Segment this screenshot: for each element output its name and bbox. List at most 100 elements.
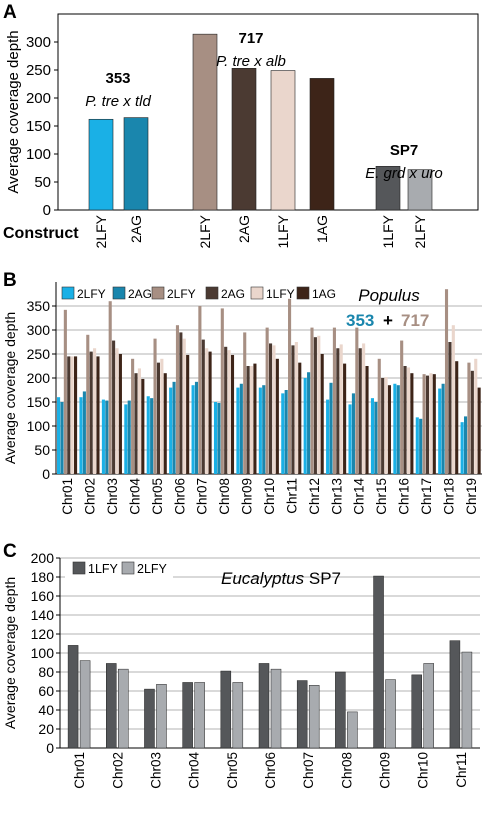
bar-Chr15-series4: [381, 378, 385, 474]
bar-Chr19-series1: [460, 422, 464, 474]
bar-Chr12-series1: [303, 378, 307, 474]
x-tick-label: 2LFY: [412, 214, 428, 248]
bar-Chr11-1LFY: [449, 640, 461, 749]
bar-Chr16-series1: [393, 383, 397, 474]
legend-label: 2AG: [221, 287, 245, 301]
bar-Chr17-series1: [415, 417, 419, 474]
bar-Chr07-1LFY: [296, 680, 308, 749]
bar-Chr15-series6: [387, 385, 392, 474]
x-tick-label: Chr04: [127, 478, 142, 515]
legend-label: 2LFY: [167, 287, 196, 301]
group-subtitle: E. grd x uro: [365, 165, 443, 182]
annotation-title: Populus: [358, 286, 420, 305]
bar-Chr18-series1: [438, 388, 442, 474]
x-tick-label: 2LFY: [197, 214, 213, 248]
bar-Chr06-series4: [179, 332, 183, 474]
bar-Chr04-series6: [141, 378, 145, 474]
bar-Chr03-series2: [105, 400, 109, 474]
bar-Chr03-2LFY: [156, 684, 167, 749]
bar-Chr07-series3: [198, 306, 202, 474]
legend-swatch: [112, 286, 126, 300]
bar-Chr14-series3: [355, 327, 359, 474]
x-tick-label: Chr13: [329, 478, 344, 515]
legend-swatch: [151, 286, 165, 300]
annotation-genus: Eucalyptus: [221, 569, 305, 588]
bar-Chr13-series6: [343, 363, 347, 474]
panel-label-a: A: [3, 2, 17, 23]
bar-Chr11-series2: [284, 390, 288, 474]
legend-swatch: [72, 561, 86, 575]
bar-Chr04-series3: [131, 358, 135, 474]
bar-Chr01-series3: [63, 309, 67, 474]
x-tick-label: Chr03: [148, 752, 163, 789]
bar-Chr14-series6: [365, 366, 369, 474]
bar-Chr13-series5: [339, 344, 343, 474]
x-tick-label: Chr04: [187, 752, 202, 789]
bar-Chr16-series2: [396, 385, 400, 474]
bar-Chr02-series2: [82, 391, 86, 474]
x-tick-label: Chr06: [172, 478, 187, 515]
legend-swatch: [296, 286, 310, 300]
legend: 2LFY 2AG 2LFY 2AG 1LFY 1AG: [61, 286, 336, 301]
bar-Chr11-series1: [281, 393, 285, 474]
x-tick-label: Chr11: [284, 478, 299, 514]
y-tick-label: 100: [31, 645, 55, 661]
panel-label-b: B: [3, 270, 17, 291]
bar-Chr05-series5: [160, 358, 164, 474]
bar-Chr09-2LFY: [385, 679, 396, 749]
bar-Chr17-series2: [419, 418, 423, 474]
x-tick-label: Chr02: [110, 752, 125, 789]
bar-Chr13-series1: [326, 399, 330, 474]
legend-swatch: [205, 286, 219, 300]
bar-Chr02-series4: [89, 351, 93, 474]
x-tick-label: Chr02: [83, 478, 98, 515]
bar-Chr18-series5: [451, 325, 455, 474]
annotation-suffix: SP7: [304, 569, 341, 588]
bar-Chr03-series6: [118, 354, 122, 474]
bar-Chr01-series1: [57, 397, 61, 474]
construct-label: Construct: [3, 225, 79, 242]
x-tick-label: 2LFY: [93, 214, 109, 248]
bar-Chr06-series2: [172, 381, 176, 474]
bar-Chr11-series3: [288, 298, 292, 474]
bar-Chr19-series2: [463, 416, 468, 474]
bar-Chr11-series6: [298, 362, 302, 474]
bar-Chr08-2LFY: [347, 711, 358, 749]
y-tick-label: 0: [42, 466, 50, 482]
bar-Chr09-series2: [239, 383, 243, 474]
legend-label: 2LFY: [77, 287, 106, 301]
x-tick-label: Chr03: [105, 478, 120, 515]
y-tick-label: 140: [31, 607, 55, 623]
bar-Chr10-2LFY: [423, 663, 434, 749]
y-tick-label: 20: [38, 721, 54, 737]
y-tick-label: 60: [38, 683, 54, 699]
bar-Chr08-series2: [217, 402, 221, 474]
group-title: 717: [238, 30, 263, 47]
bar-Chr05-series4: [156, 362, 160, 474]
annotation: Eucalyptus SP7: [221, 569, 341, 588]
y-tick-label: 100: [27, 418, 51, 434]
bar-Chr08-series6: [230, 354, 235, 474]
bar-Chr01-series6: [74, 356, 78, 474]
x-tick-label: Chr10: [416, 752, 431, 789]
bar-SP7-2LFY: [407, 169, 433, 211]
bar-Chr15-series2: [374, 402, 378, 474]
bar-Chr12-series5: [317, 335, 321, 474]
bar-717-1AG: [309, 78, 335, 211]
bar-Chr11-series5: [294, 342, 298, 474]
bar-Chr10-series5: [272, 345, 276, 474]
x-tick-label: Chr11: [454, 752, 469, 788]
bar-Chr06-series3: [175, 325, 180, 474]
bar-Chr02-series5: [93, 348, 97, 474]
x-tick-label: Chr07: [195, 478, 210, 515]
bar-Chr12-series2: [307, 372, 311, 474]
bar-Chr10-series3: [265, 327, 269, 474]
bar-Chr19-series6: [477, 387, 481, 474]
bar-Chr02-series6: [96, 356, 100, 474]
bar-Chr01-1LFY: [67, 645, 79, 749]
bar-Chr19-series5: [474, 358, 478, 474]
bar-Chr06-series6: [186, 354, 190, 474]
bar-Chr06-2LFY: [270, 668, 282, 749]
group-title: 353: [105, 70, 130, 87]
